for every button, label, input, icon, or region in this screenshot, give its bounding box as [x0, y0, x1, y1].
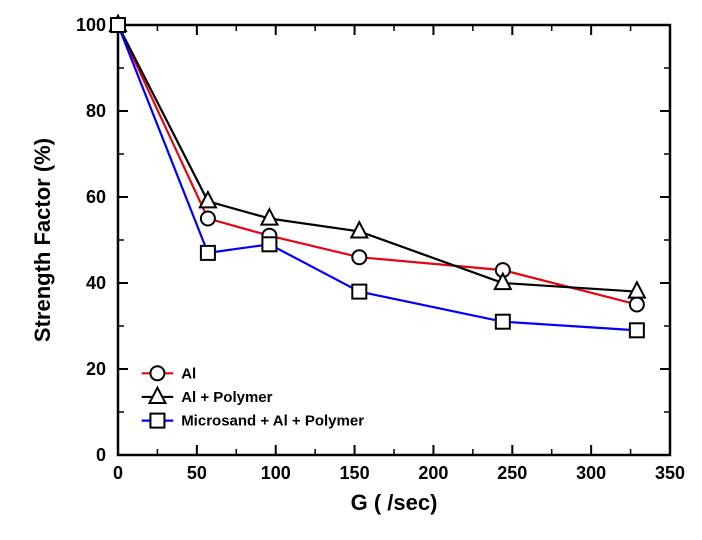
x-tick-label: 250 — [497, 463, 527, 483]
x-tick-label: 300 — [576, 463, 606, 483]
series-marker — [201, 212, 215, 226]
series-marker — [630, 298, 644, 312]
x-tick-label: 200 — [418, 463, 448, 483]
legend-label: Microsand + Al + Polymer — [181, 413, 364, 430]
legend-label: Al — [181, 365, 196, 382]
x-tick-label: 350 — [655, 463, 685, 483]
y-axis-title: Strength Factor (%) — [30, 138, 55, 342]
x-tick-label: 100 — [261, 463, 291, 483]
series-marker — [111, 18, 125, 32]
legend-label: Al + Polymer — [181, 389, 272, 406]
y-tick-label: 60 — [86, 187, 106, 207]
series-marker — [201, 246, 215, 260]
series-marker — [496, 315, 510, 329]
series-marker — [630, 323, 644, 337]
legend-marker — [150, 366, 164, 380]
y-tick-label: 20 — [86, 359, 106, 379]
series-marker — [262, 237, 276, 251]
legend-marker — [150, 414, 164, 428]
y-tick-label: 40 — [86, 273, 106, 293]
x-tick-label: 0 — [113, 463, 123, 483]
y-tick-label: 0 — [96, 445, 106, 465]
strength-factor-chart: 0 50 100 150 200 250 300 350 0 20 40 60 80 100 G ( /se… — [0, 0, 702, 540]
x-axis-title: G ( /sec) — [351, 490, 438, 515]
x-tick-label: 150 — [340, 463, 370, 483]
series-marker — [352, 285, 366, 299]
x-tick-label: 50 — [187, 463, 207, 483]
series-marker — [352, 250, 366, 264]
chart-container: 0 50 100 150 200 250 300 350 0 20 40 60 80 100 G ( /se… — [0, 0, 702, 540]
y-tick-label: 100 — [76, 15, 106, 35]
y-tick-label: 80 — [86, 101, 106, 121]
